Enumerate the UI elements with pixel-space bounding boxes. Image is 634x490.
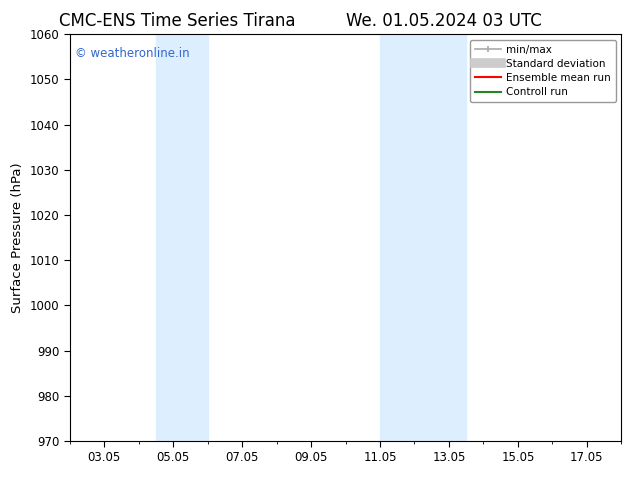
Bar (380, 34, 466, 441)
Text: © weatheronline.in: © weatheronline.in (75, 47, 190, 59)
Text: CMC-ENS Time Series Tirana: CMC-ENS Time Series Tirana (59, 12, 296, 30)
Bar (156, 34, 207, 441)
Text: We. 01.05.2024 03 UTC: We. 01.05.2024 03 UTC (346, 12, 541, 30)
Legend: min/max, Standard deviation, Ensemble mean run, Controll run: min/max, Standard deviation, Ensemble me… (470, 40, 616, 102)
Y-axis label: Surface Pressure (hPa): Surface Pressure (hPa) (11, 162, 24, 313)
